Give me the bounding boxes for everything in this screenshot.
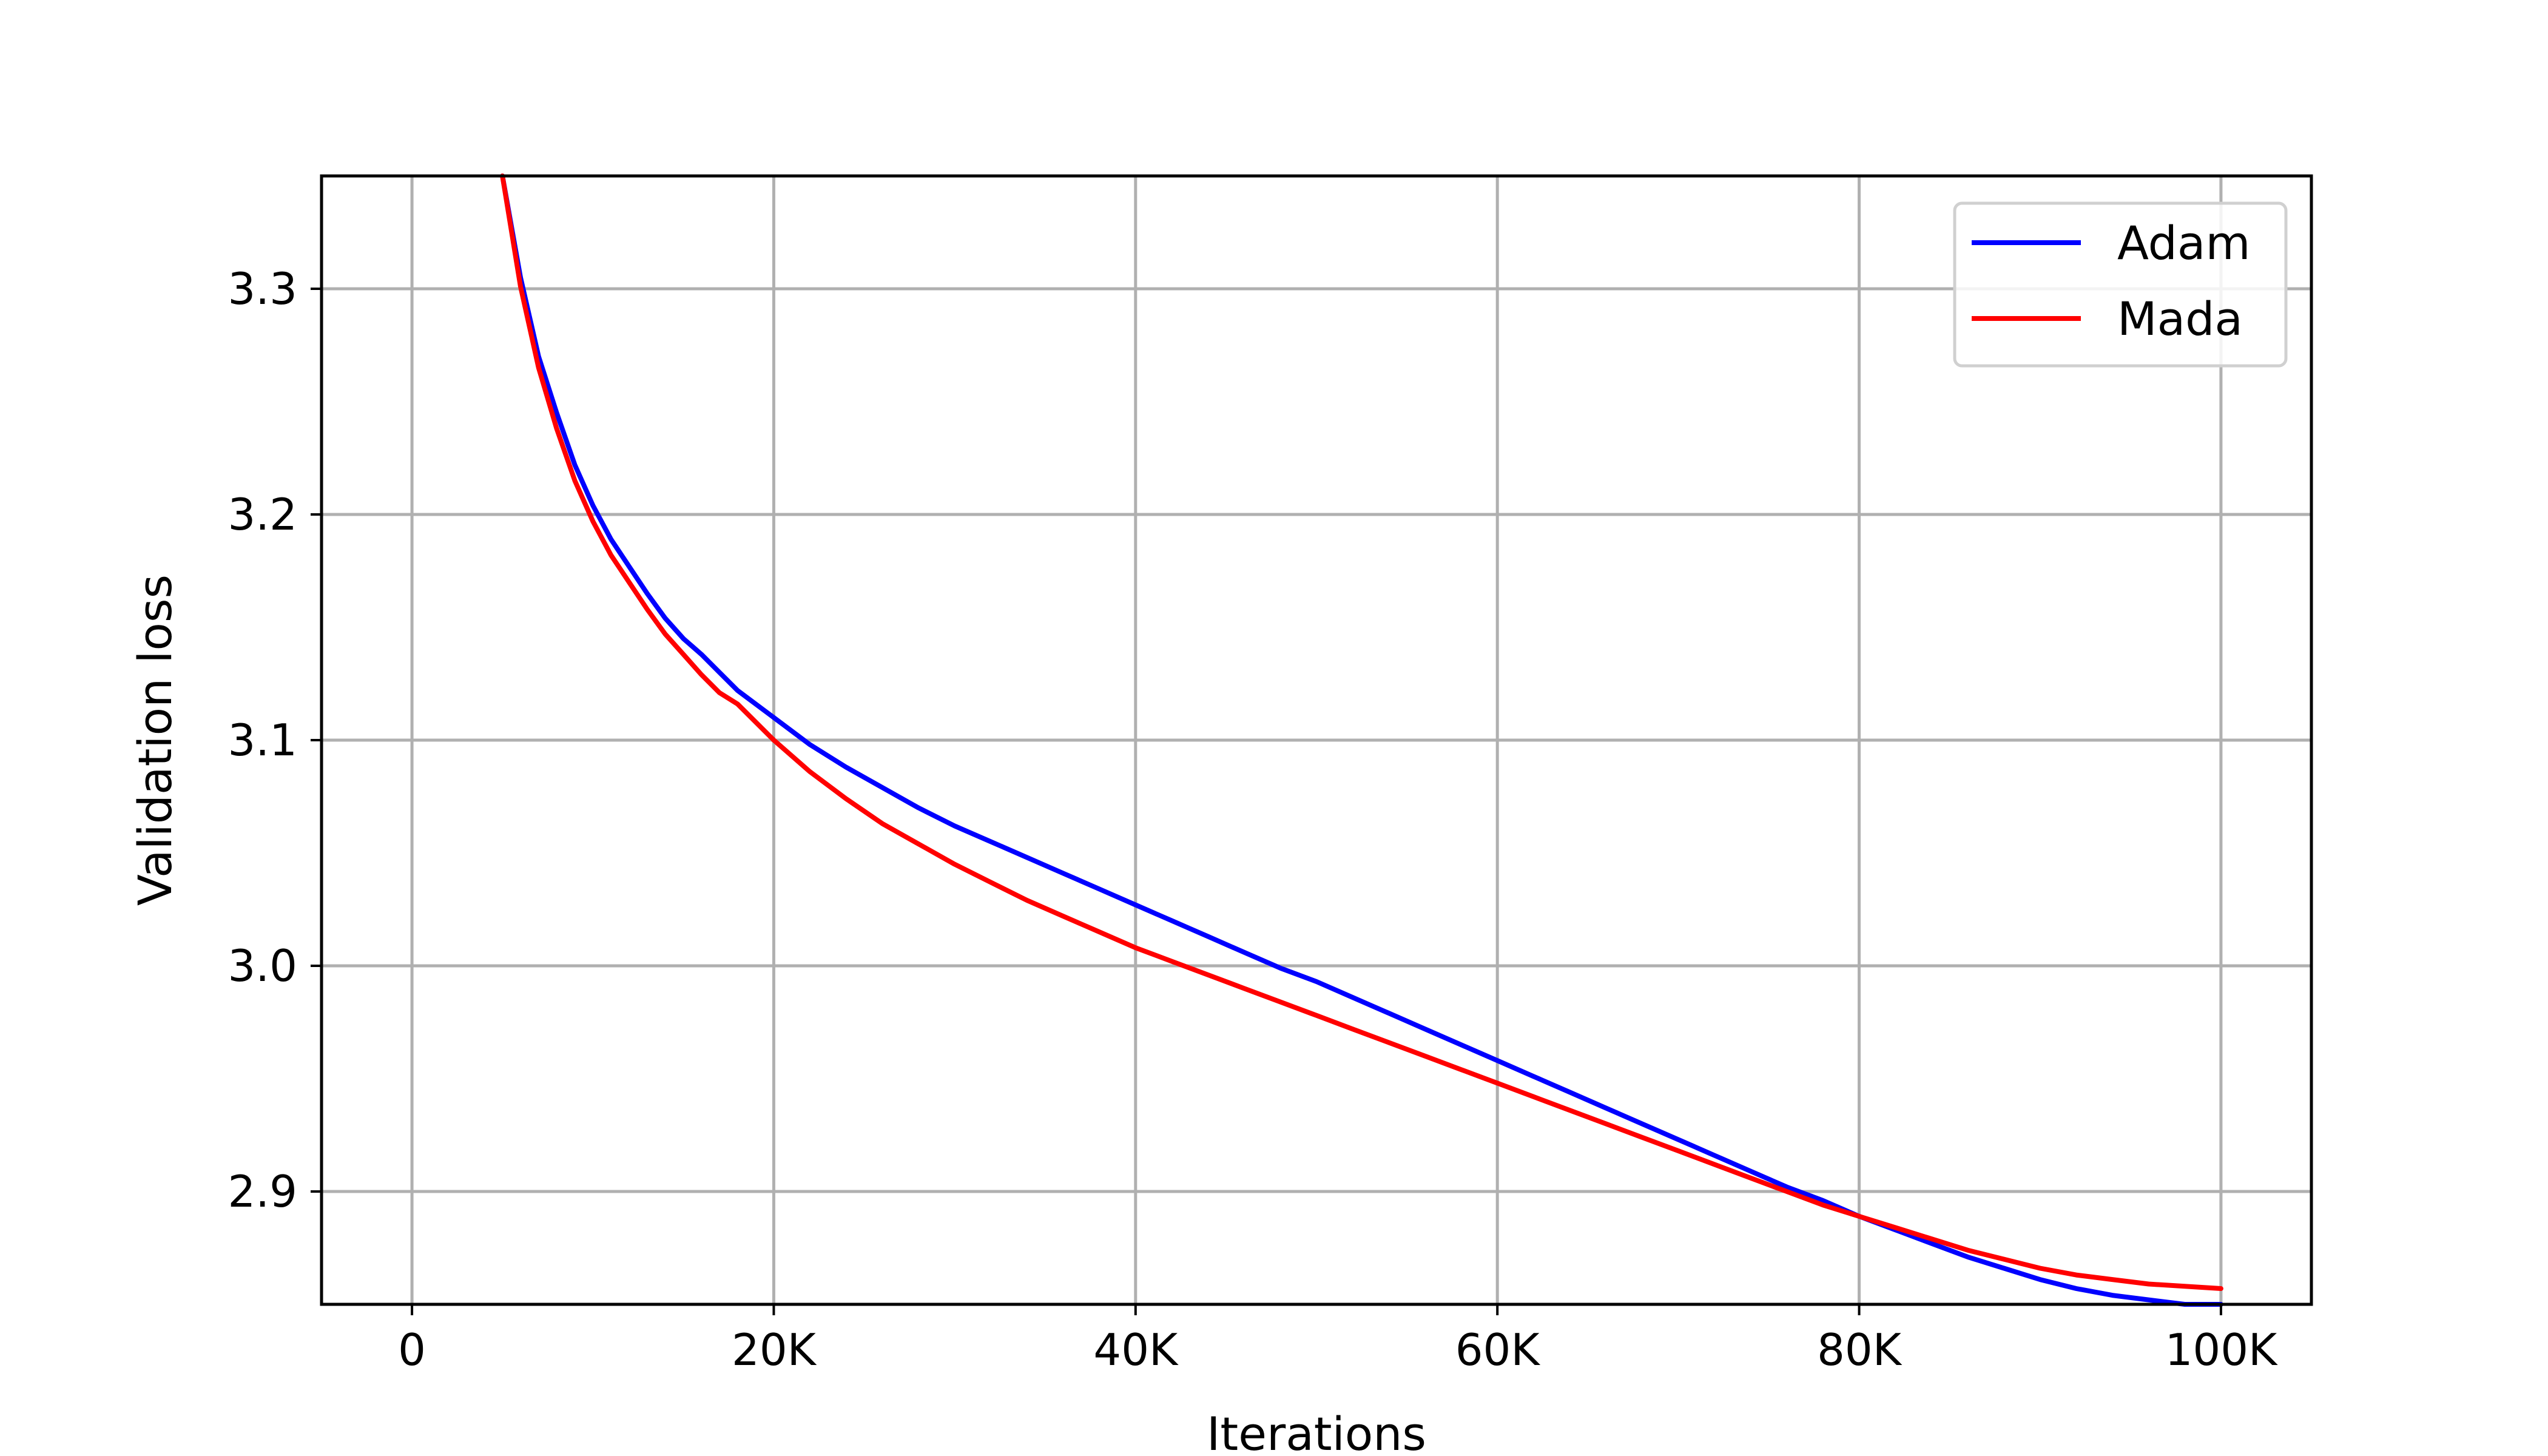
axis-ticks: 0 20K 40K 60K 80K 100K 2.9 3.0 3.1 3.2 3.3 [228, 263, 2278, 1375]
x-tick-label-5: 100K [2165, 1324, 2278, 1375]
y-tick-label-2: 3.1 [228, 715, 297, 766]
x-tick-label-4: 80K [1817, 1324, 1903, 1375]
y-axis-title: Validation loss [128, 575, 182, 906]
legend-label-mada: Mada [2117, 292, 2243, 346]
x-tick-label-2: 40K [1093, 1324, 1179, 1375]
x-tick-label-3: 60K [1455, 1324, 1541, 1375]
x-axis-title: Iterations [1207, 1407, 1426, 1456]
series-line-mada [500, 174, 2223, 1291]
y-tick-label-1: 3.0 [228, 940, 297, 991]
y-tick-label-0: 2.9 [228, 1166, 297, 1217]
y-tick-label-3: 3.2 [228, 489, 297, 540]
x-tick-label-1: 20K [732, 1324, 817, 1375]
legend: Adam Mada [1953, 201, 2288, 368]
x-tick-label-0: 0 [398, 1324, 426, 1375]
series-lines [500, 174, 2223, 1307]
legend-label-adam: Adam [2117, 216, 2251, 270]
y-tick-label-4: 3.3 [228, 263, 297, 314]
